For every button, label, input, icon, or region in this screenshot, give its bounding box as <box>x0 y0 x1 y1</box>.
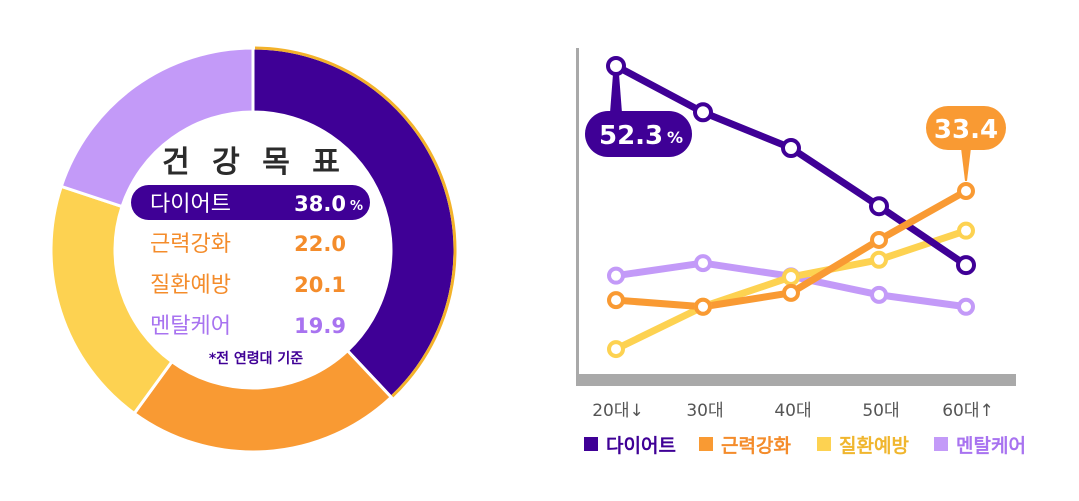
data-point-disease <box>782 267 800 286</box>
data-point-strength <box>694 297 712 316</box>
data-point-diet <box>869 196 889 217</box>
donut-legend-value: 20.1 <box>294 273 346 297</box>
callouts: 52.3% 33.4 <box>585 74 1006 181</box>
data-point-diet <box>693 102 713 123</box>
data-point-diet <box>956 255 976 276</box>
legend-label: 멘탈케어 <box>956 435 1026 457</box>
callout-value: 52.3 <box>599 121 663 151</box>
donut-legend-row: 멘탈케어 19.9 <box>150 314 346 339</box>
donut-legend-label: 근력강화 <box>150 232 231 257</box>
legend-swatch <box>817 437 831 451</box>
x-tick-label: 40대 <box>774 401 811 421</box>
donut-legend-row: 근력강화 22.0 <box>150 232 346 257</box>
data-point-mental <box>607 266 625 285</box>
data-point-mental <box>957 297 975 316</box>
donut-legend-row: 다이어트 38.0% <box>150 192 363 217</box>
data-point-strength <box>607 291 625 310</box>
data-point-disease <box>607 340 625 359</box>
slice-outline <box>254 46 457 399</box>
x-tick-label: 20대↓ <box>592 401 644 421</box>
donut-legend-row: 질환예방 20.1 <box>150 273 346 298</box>
callout-bubble <box>926 106 1006 150</box>
x-tick-labels: 20대↓ 30대 40대 50대 60대↑ <box>592 401 994 421</box>
x-axis <box>578 374 1016 386</box>
highlight-pill <box>131 185 370 220</box>
data-point-diet <box>606 56 626 76</box>
legend-label: 다이어트 <box>606 435 676 457</box>
callout-diet: 52.3% <box>585 74 692 157</box>
donut-slice-mental <box>59 46 255 209</box>
series-points <box>606 56 976 359</box>
legend-item-disease: 질환예방 <box>817 435 909 457</box>
x-tick-label: 30대 <box>686 401 723 421</box>
data-point-mental <box>694 254 712 273</box>
legend-label: 근력강화 <box>721 435 791 457</box>
donut-legend: 다이어트 38.0 % 근력강화 22.0 질환예방 20.1 멘탈케어 19.9 <box>150 192 363 339</box>
legend-label: 질환예방 <box>839 435 909 457</box>
donut-title: 건 강 목 표 <box>162 145 346 180</box>
x-tick-label: 60대↑ <box>942 401 994 421</box>
donut-legend-value: 19.9 <box>294 314 346 338</box>
donut-note: *전 연령대 기준 <box>209 350 303 367</box>
legend-swatch <box>699 437 713 451</box>
data-point-disease <box>957 221 975 240</box>
series-lines <box>612 62 970 353</box>
callout-bubble <box>585 111 692 157</box>
donut-legend-label: 다이어트 <box>150 192 231 217</box>
x-tick-label: 50대 <box>862 401 899 421</box>
callout-unit: % <box>667 128 683 147</box>
data-point-strength <box>870 230 888 249</box>
legend-item-mental: 멘탈케어 <box>934 435 1026 457</box>
callout-value: 33.4 <box>934 115 998 145</box>
callout-strength: 33.4 <box>926 106 1006 181</box>
series-line-diet <box>612 62 970 269</box>
legend-swatch <box>934 437 948 451</box>
line-legend: 다이어트 근력강화 질환예방 멘탈케어 <box>584 435 1026 457</box>
data-point-diet <box>781 138 801 159</box>
donut-chart: 건 강 목 표 다이어트 38.0 % 근력강화 22.0 질환예방 20.1 멘탈케어 19.… <box>49 46 457 454</box>
legend-item-strength: 근력강화 <box>699 435 791 457</box>
donut-slices <box>49 46 457 454</box>
donut-legend-label: 질환예방 <box>150 273 231 298</box>
y-axis <box>576 48 579 386</box>
data-point-mental <box>870 285 888 304</box>
data-point-disease <box>870 250 888 269</box>
data-point-strength <box>782 283 800 302</box>
legend-swatch <box>584 437 598 451</box>
donut-legend-unit: % <box>350 199 363 214</box>
legend-item-diet: 다이어트 <box>584 435 676 457</box>
donut-legend-label: 멘탈케어 <box>150 314 231 339</box>
data-point-strength <box>957 182 975 200</box>
donut-legend-value: 38.0 <box>294 192 346 216</box>
donut-legend-value: 22.0 <box>294 232 346 256</box>
